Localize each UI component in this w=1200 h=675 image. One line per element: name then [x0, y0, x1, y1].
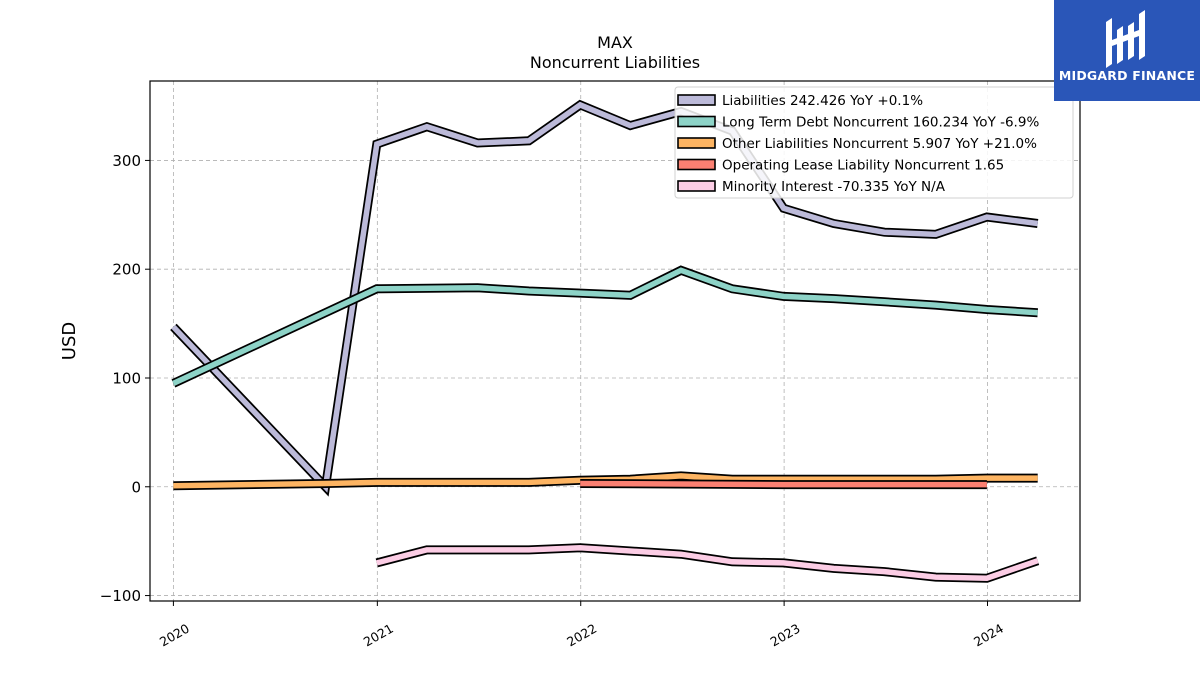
- series-4: [375, 543, 1040, 583]
- x-tick-label: 2023: [768, 621, 803, 650]
- plot-frame: [149, 80, 1081, 602]
- legend-label: Liabilities 242.426 YoY +0.1%: [722, 93, 923, 109]
- y-tick-label: 300: [112, 152, 141, 170]
- legend-swatch: [677, 94, 716, 106]
- legend-swatch: [677, 158, 716, 171]
- legend-swatch: [677, 137, 716, 149]
- x-tick-label: 2020: [157, 621, 192, 650]
- legend: Liabilities 242.426 YoY +0.1% Long Term D…: [674, 86, 1074, 199]
- y-tick-label: 0: [131, 478, 141, 496]
- series-2: [173, 471, 1038, 491]
- x-tick-label: 2021: [361, 621, 396, 650]
- series-line: [173, 473, 1038, 489]
- logo-text: MIDGARD FINANCE: [1058, 68, 1196, 83]
- series-1: [171, 265, 1038, 388]
- legend-swatch: [677, 180, 716, 192]
- series-line: [172, 267, 1038, 386]
- y-axis-label: USD: [59, 322, 80, 360]
- series-3: [580, 479, 987, 490]
- x-tick-label: 2024: [971, 621, 1006, 650]
- chart-subtitle: Noncurrent Liabilities: [530, 53, 700, 72]
- series-line: [376, 544, 1039, 581]
- y-tick-label: −100: [100, 587, 141, 605]
- series-0: [170, 99, 1039, 497]
- y-tick-label: 100: [112, 369, 141, 387]
- chart-title: MAX: [597, 33, 633, 52]
- legend-box: [674, 86, 1074, 199]
- legend-swatch: [677, 115, 716, 128]
- x-tick-label: 2022: [564, 621, 599, 650]
- legend-label: Minority Interest -70.335 YoY N/A: [722, 179, 946, 195]
- legend-label: Other Liabilities Noncurrent 5.907 YoY +…: [722, 136, 1037, 152]
- series-line: [580, 480, 987, 488]
- legend-label: Operating Lease Liability Noncurrent 1.6…: [722, 158, 1004, 174]
- y-tick-label: 200: [112, 261, 141, 279]
- series-line: [171, 101, 1039, 493]
- series-line-outline: [171, 265, 1038, 388]
- midgard-finance-logo: MIDGARD FINANCE: [1054, 0, 1200, 101]
- legend-label: Long Term Debt Noncurrent 160.234 YoY -6…: [722, 115, 1039, 131]
- logo-mark-icon: [1106, 10, 1145, 68]
